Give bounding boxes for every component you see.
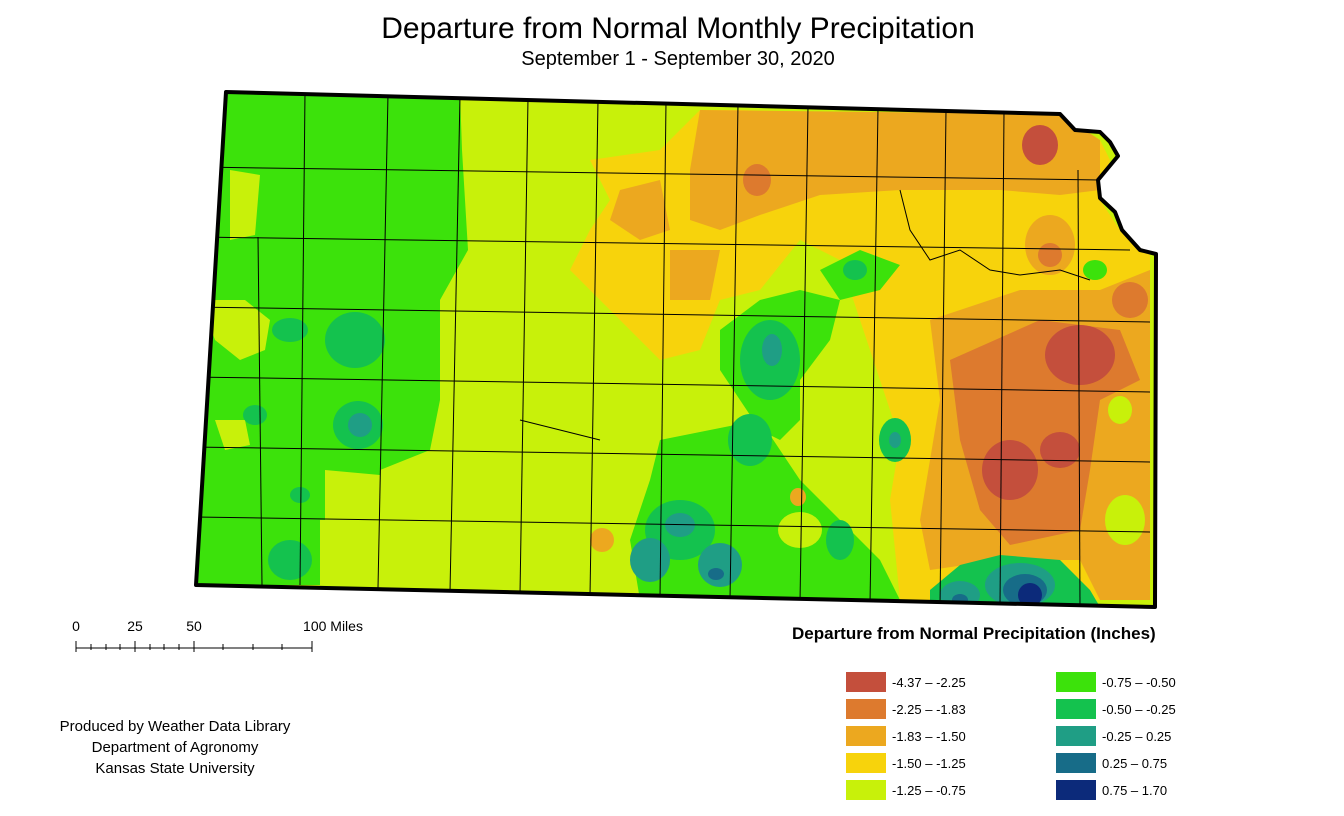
legend-label: -0.75 – -0.50 [1102, 675, 1176, 690]
scale-label-0: 0 [72, 618, 80, 634]
legend-label: 0.25 – 0.75 [1102, 756, 1168, 771]
credit-block: Produced by Weather Data Library Departm… [38, 716, 312, 779]
map-subtitle: September 1 - September 30, 2020 [521, 48, 835, 70]
legend-swatch [846, 726, 886, 746]
scale-label-100: 100 Miles [303, 618, 363, 634]
map-title: Departure from Normal Monthly Precipitat… [381, 12, 975, 45]
county-boundaries [196, 92, 1151, 607]
legend-swatch [846, 672, 886, 692]
legend-swatch [1056, 780, 1096, 800]
legend-swatch [846, 753, 886, 773]
legend-label: 0.75 – 1.70 [1102, 783, 1168, 798]
legend-swatch [1056, 699, 1096, 719]
legend-label: -1.50 – -1.25 [892, 756, 966, 771]
credit-line-1: Produced by Weather Data Library [59, 718, 291, 735]
legend-swatch [1056, 726, 1096, 746]
legend-label: -4.37 – -2.25 [892, 675, 966, 690]
legend-label: -0.25 – 0.25 [1102, 729, 1172, 744]
scale-bar: 0 25 50 100 Miles [66, 614, 386, 664]
credit-line-2: Department of Agronomy [91, 739, 259, 756]
legend-label: -2.25 – -1.83 [892, 702, 966, 717]
scale-bar-line [75, 641, 313, 652]
legend-title: Departure from Normal Precipitation (Inc… [792, 624, 1156, 643]
legend-swatch [1056, 753, 1096, 773]
kansas-state-outline [194, 90, 1158, 609]
legend-swatch [846, 699, 886, 719]
legend-swatch [846, 780, 886, 800]
scale-label-25: 25 [127, 618, 143, 634]
legend-label: -1.83 – -1.50 [892, 729, 966, 744]
legend-swatch [1056, 672, 1096, 692]
precipitation-surface [196, 92, 1156, 607]
legend-label: -1.25 – -0.75 [892, 783, 966, 798]
credit-line-3: Kansas State University [95, 760, 255, 777]
scale-label-50: 50 [186, 618, 202, 634]
legend-label: -0.50 – -0.25 [1102, 702, 1176, 717]
